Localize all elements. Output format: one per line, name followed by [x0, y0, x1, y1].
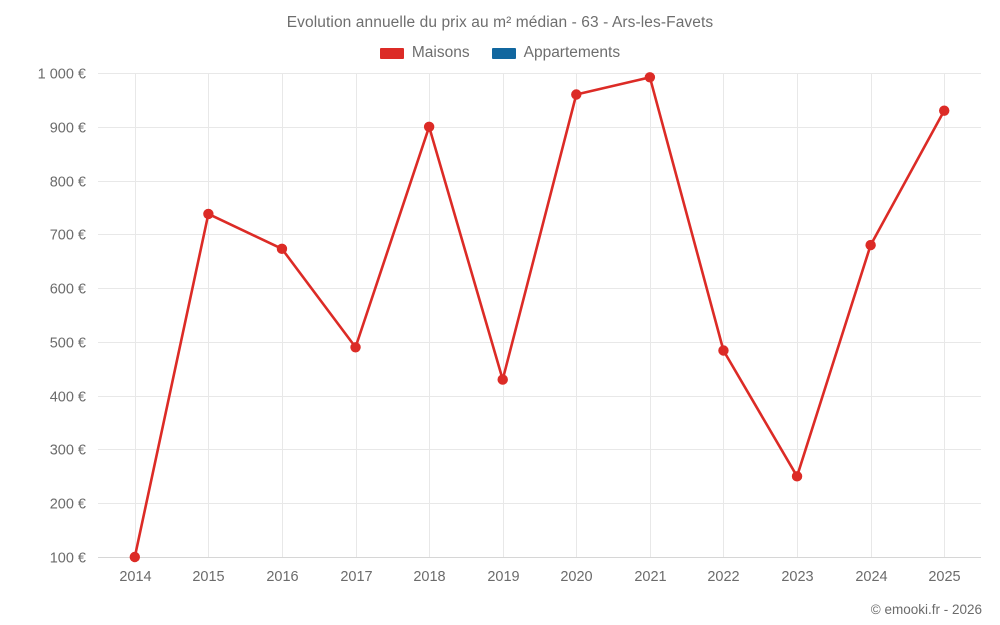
data-point[interactable]: [129, 551, 140, 563]
y-axis-tick-label: 200 €: [50, 497, 86, 513]
y-axis-tick-label: 500 €: [50, 336, 86, 352]
legend-swatch-maisons: [379, 47, 404, 59]
x-axis-tick-label: 2022: [707, 569, 739, 585]
y-axis-tick-label: 400 €: [50, 390, 86, 406]
data-point[interactable]: [644, 72, 656, 83]
y-axis-tick-label: 700 €: [50, 228, 86, 244]
x-axis-tick-label: 2016: [266, 569, 298, 585]
y-axis-tick-label: 900 €: [50, 121, 86, 137]
data-point[interactable]: [497, 374, 508, 385]
chart-title: Evolution annuelle du prix au m² médian …: [286, 14, 714, 31]
y-axis-tick-label: 1 000 €: [38, 67, 86, 83]
x-axis-tick-label: 2014: [119, 569, 151, 585]
data-point[interactable]: [939, 105, 950, 116]
data-point[interactable]: [350, 342, 361, 353]
y-axis-tick-label: 100 €: [50, 551, 86, 567]
data-point[interactable]: [865, 239, 876, 251]
data-point[interactable]: [276, 243, 288, 255]
legend-item-maisons[interactable]: Maisons: [379, 44, 470, 62]
data-point[interactable]: [791, 471, 803, 482]
data-point[interactable]: [718, 345, 729, 356]
series-line-maisons: [133, 76, 946, 559]
legend-label-maisons: Maisons: [411, 44, 470, 61]
chart-legend: Maisons Appartements: [0, 44, 1000, 62]
legend-label-appartements: Appartements: [523, 44, 621, 61]
x-axis-tick-label: 2020: [560, 569, 592, 585]
y-axis-tick-label: 800 €: [50, 175, 86, 191]
x-axis-tick-label: 2025: [928, 569, 960, 585]
x-axis-tick-label: 2019: [487, 569, 519, 585]
data-point[interactable]: [423, 121, 435, 132]
copyright-credit: © emooki.fr - 2026: [870, 602, 982, 617]
data-point[interactable]: [203, 208, 214, 220]
y-axis-tick-label: 300 €: [50, 443, 86, 459]
x-axis-tick-label: 2018: [413, 569, 445, 585]
x-axis-tick-label: 2017: [340, 569, 372, 585]
data-point[interactable]: [571, 89, 582, 100]
legend-item-appartements[interactable]: Appartements: [491, 44, 621, 62]
y-axis-tick-label: 600 €: [50, 282, 86, 298]
x-axis-tick-label: 2015: [192, 569, 224, 585]
x-axis-tick-label: 2024: [855, 569, 887, 585]
legend-swatch-appartements: [491, 47, 516, 59]
x-axis-tick-label: 2021: [634, 569, 666, 585]
x-axis-tick-label: 2023: [781, 569, 813, 585]
